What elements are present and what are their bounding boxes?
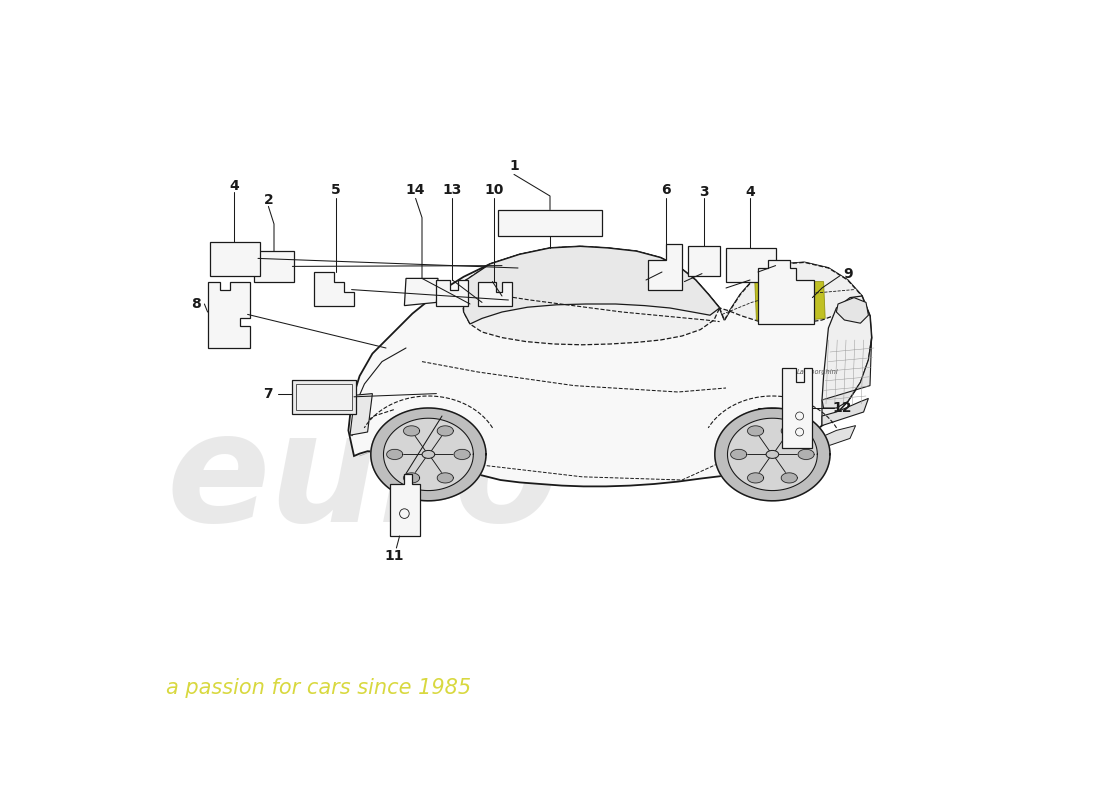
Polygon shape xyxy=(254,251,294,282)
Text: euro: euro xyxy=(166,406,559,554)
Polygon shape xyxy=(648,244,682,290)
Text: 8: 8 xyxy=(191,297,201,311)
Polygon shape xyxy=(781,473,798,483)
Polygon shape xyxy=(688,246,719,276)
Polygon shape xyxy=(314,272,354,306)
Polygon shape xyxy=(822,398,868,426)
Text: 3: 3 xyxy=(698,185,708,199)
Polygon shape xyxy=(748,473,763,483)
Polygon shape xyxy=(210,242,260,276)
Text: 14: 14 xyxy=(406,183,426,198)
Polygon shape xyxy=(478,282,512,306)
Polygon shape xyxy=(755,282,774,320)
Polygon shape xyxy=(208,282,250,348)
Polygon shape xyxy=(719,262,862,324)
Polygon shape xyxy=(822,338,871,408)
Text: 9: 9 xyxy=(843,266,852,281)
Polygon shape xyxy=(462,246,719,345)
Polygon shape xyxy=(715,408,830,501)
Text: 5: 5 xyxy=(331,183,341,198)
Text: 1: 1 xyxy=(509,158,519,173)
Polygon shape xyxy=(390,474,420,536)
Polygon shape xyxy=(405,278,438,306)
Text: Lamborghini: Lamborghini xyxy=(798,369,839,375)
Ellipse shape xyxy=(766,450,779,458)
Polygon shape xyxy=(782,368,813,448)
Polygon shape xyxy=(437,280,469,306)
Polygon shape xyxy=(758,260,814,324)
Text: 4: 4 xyxy=(745,185,755,199)
Text: 11: 11 xyxy=(384,549,404,563)
Text: 13: 13 xyxy=(442,183,462,198)
Polygon shape xyxy=(780,282,800,320)
Polygon shape xyxy=(371,408,486,501)
Polygon shape xyxy=(836,298,868,323)
Polygon shape xyxy=(350,394,373,435)
Polygon shape xyxy=(293,380,356,414)
Text: 6: 6 xyxy=(661,183,671,198)
Polygon shape xyxy=(296,384,352,410)
Polygon shape xyxy=(498,210,602,236)
Polygon shape xyxy=(384,418,473,490)
Polygon shape xyxy=(454,450,470,459)
Text: 12: 12 xyxy=(833,401,851,415)
Text: 10: 10 xyxy=(484,183,504,198)
Polygon shape xyxy=(781,426,798,436)
Polygon shape xyxy=(437,426,453,436)
Polygon shape xyxy=(387,450,403,459)
Text: 7: 7 xyxy=(264,386,273,401)
Polygon shape xyxy=(404,426,419,436)
Polygon shape xyxy=(726,248,775,282)
Polygon shape xyxy=(822,426,856,448)
Polygon shape xyxy=(437,473,453,483)
Polygon shape xyxy=(748,426,763,436)
Polygon shape xyxy=(727,418,817,490)
Polygon shape xyxy=(806,282,825,320)
Text: a passion for cars since 1985: a passion for cars since 1985 xyxy=(166,678,471,698)
Text: 2: 2 xyxy=(264,193,273,207)
Polygon shape xyxy=(822,296,871,426)
Ellipse shape xyxy=(422,450,435,458)
Polygon shape xyxy=(730,450,747,459)
Polygon shape xyxy=(349,246,871,486)
Polygon shape xyxy=(463,246,719,324)
Text: 4: 4 xyxy=(229,178,239,193)
Polygon shape xyxy=(404,473,419,483)
Polygon shape xyxy=(799,450,814,459)
